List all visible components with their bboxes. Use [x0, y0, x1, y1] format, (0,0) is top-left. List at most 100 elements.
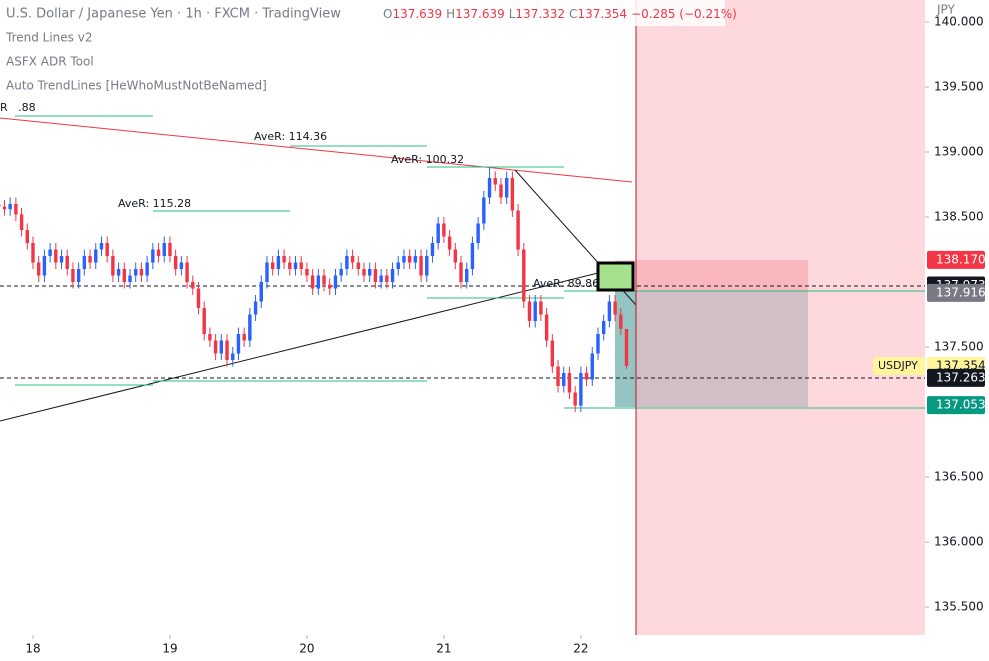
x-tick-label: 21	[436, 642, 451, 656]
candle-body	[322, 275, 326, 285]
candle-body	[156, 249, 161, 257]
candle-body	[122, 269, 127, 283]
ohlc-key: L	[509, 7, 516, 21]
candle-body	[128, 275, 132, 283]
candle-body	[179, 262, 184, 270]
candle-body	[14, 203, 18, 215]
price-badge-label: 137.053	[936, 398, 986, 412]
candle-body	[345, 256, 349, 270]
annotation: AveR: 100.32	[391, 153, 464, 166]
candle-body	[362, 269, 366, 276]
indicator: ASFX ADR Tool	[6, 55, 94, 69]
candle-body	[76, 269, 81, 283]
candle-body	[425, 256, 429, 276]
price-badge-label: 137.916	[936, 285, 986, 299]
candle-body	[173, 256, 178, 270]
candle-body	[356, 262, 361, 270]
price-badge-label: 137.263	[936, 370, 986, 384]
candle-body	[236, 334, 241, 354]
candle-body	[59, 256, 64, 263]
y-tick-label: 137.500	[934, 340, 984, 354]
candle-body	[202, 308, 206, 335]
candle-body	[145, 262, 149, 276]
candle-body	[619, 314, 623, 329]
candle-body	[208, 334, 212, 341]
candle-body	[185, 262, 189, 283]
price-badge	[927, 250, 985, 269]
candle-body	[293, 262, 298, 270]
annotation: AveR: 89.86	[533, 277, 599, 290]
ohlc-key: C	[569, 7, 577, 21]
candle-body	[624, 328, 629, 366]
candle-body	[196, 288, 201, 309]
candle-body	[413, 256, 418, 263]
candle-body	[213, 340, 218, 354]
candle-body	[442, 223, 446, 237]
candle-body	[282, 256, 286, 263]
candle-body	[470, 243, 475, 270]
trend-line	[0, 269, 611, 422]
candle-body	[390, 269, 395, 283]
candle-body	[573, 392, 577, 406]
highlight-box	[596, 261, 635, 292]
legend-bg	[0, 0, 725, 26]
candle-body	[487, 177, 492, 198]
candle-body	[482, 197, 486, 224]
candle-body	[493, 177, 497, 185]
candle-body	[310, 275, 315, 289]
candle-body	[567, 373, 572, 393]
x-tick-label: 22	[573, 642, 588, 656]
candle-body	[367, 269, 372, 276]
candle-body	[219, 340, 224, 354]
candle-body	[516, 210, 520, 250]
candle-body	[476, 223, 480, 244]
candle-body	[328, 284, 332, 289]
candle-body	[231, 353, 235, 361]
candle-body	[499, 184, 503, 198]
indicator: Trend Lines v2	[5, 31, 92, 45]
candle-body	[151, 249, 155, 263]
candle-body	[288, 262, 292, 270]
candle-body	[54, 249, 58, 263]
candle-body	[265, 262, 269, 283]
candle-body	[19, 214, 24, 230]
candle-body	[533, 301, 537, 322]
y-tick-label: 139.500	[934, 79, 984, 93]
candle-body	[99, 243, 104, 250]
price-badge-label: 138.170	[936, 252, 986, 266]
candle-body	[373, 269, 378, 283]
candle-body	[504, 177, 509, 198]
candle-body	[259, 282, 263, 302]
price-axis	[925, 0, 989, 661]
future-zone	[636, 0, 925, 635]
candle-body	[510, 177, 515, 211]
symbol-badge	[873, 356, 925, 375]
adr-lines	[15, 115, 925, 409]
candle-body	[25, 229, 29, 244]
indicator: Auto TrendLines [HeWhoMustNotBeNamed]	[6, 79, 267, 93]
candle-body	[562, 373, 566, 387]
candle-body	[402, 256, 406, 263]
x-tick-label: 18	[25, 642, 40, 656]
candle-body	[88, 256, 92, 263]
candle-body	[270, 262, 275, 270]
candle-body	[379, 275, 383, 283]
candle-body	[48, 249, 52, 257]
annotation: AveR: 115.28	[118, 197, 191, 210]
ohlc-value: 137.639	[455, 7, 505, 21]
candle-body	[2, 206, 7, 210]
y-tick-label: 140.000	[934, 14, 984, 28]
candle-body	[601, 321, 606, 335]
candle-body	[579, 373, 583, 406]
y-tick-label: 136.000	[934, 535, 984, 549]
candle-body	[299, 262, 303, 270]
candle-body	[459, 262, 463, 283]
currency: JPY	[936, 3, 956, 17]
candle-body	[168, 243, 172, 257]
candle-body	[544, 314, 549, 341]
candle-body	[596, 334, 600, 354]
candle-body	[430, 243, 435, 257]
candle-body	[333, 275, 338, 289]
candle-body	[613, 301, 617, 315]
